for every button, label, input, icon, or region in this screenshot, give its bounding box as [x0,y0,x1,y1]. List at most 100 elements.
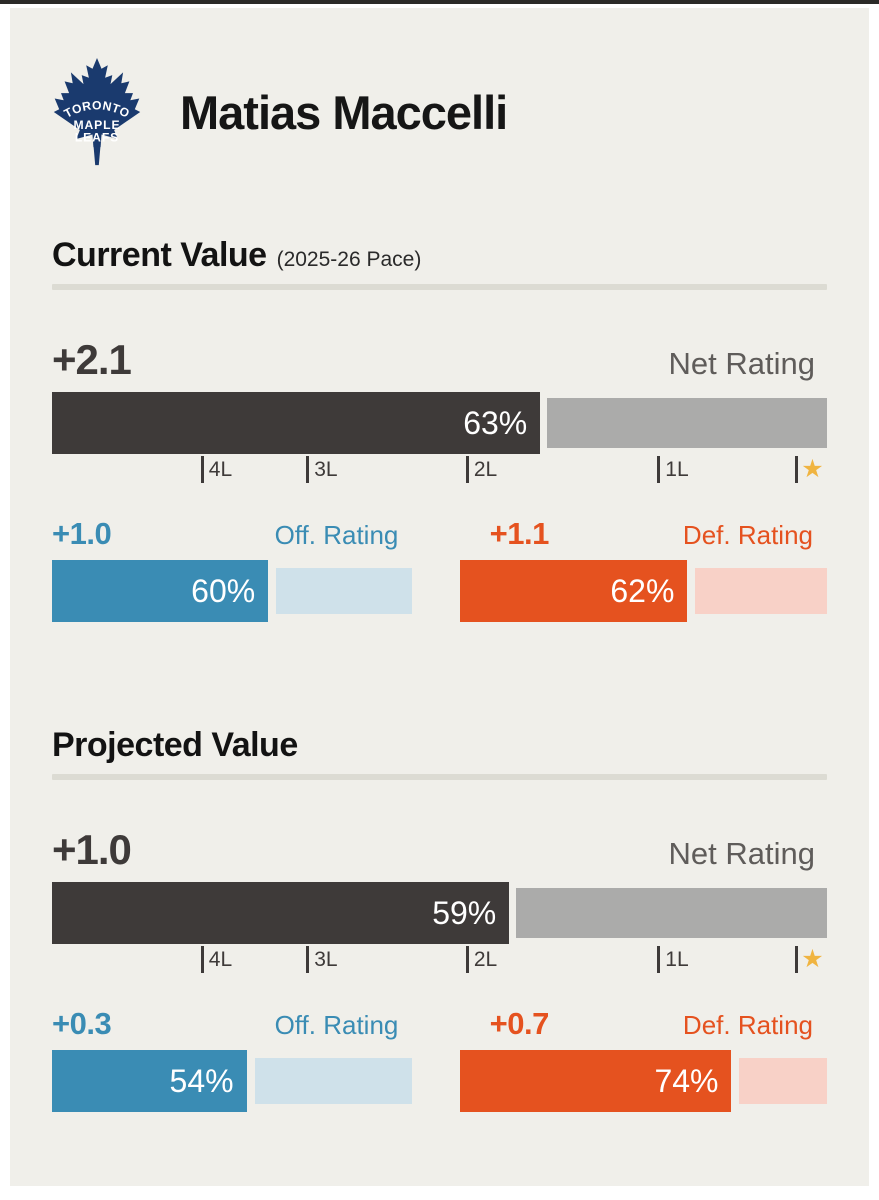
star-icon: ★ [801,455,824,483]
section-header: Projected Value [52,726,827,765]
defense-head: +0.7 Def. Rating [460,1006,827,1041]
net-rating-value: +1.0 [52,826,132,873]
player-name: Matias Maccelli [180,85,508,139]
section-title: Current Value [52,236,267,274]
logo-text-leafs: LEAFS [75,131,119,145]
offense-rating-value: +1.0 [52,516,112,551]
tick-mark [465,946,469,973]
section-title: Projected Value [52,726,298,764]
net-rating-row: +2.1 Net Rating 63% 4L 3L 2L 1L ★ [52,336,827,486]
offense-bar-remainder [254,1058,413,1104]
tick-mark [200,456,204,483]
net-rating-percentile: 63% [463,405,528,441]
axis-tick-1l: 1L [657,946,689,973]
defense-rating-label: Def. Rating [682,1010,813,1040]
offense-bar: 60% [52,560,413,622]
defense-bar-remainder [695,568,827,614]
card-header: TORONTO MAPLE LEAFS Matias Maccelli [52,54,827,170]
defense-percentile: 62% [610,573,675,609]
offense-bar: 54% [52,1050,413,1112]
defense-rating-value: +1.1 [489,516,550,551]
tick-mark [795,456,799,483]
offense-bar-fill: 54% [52,1050,247,1112]
net-rating-label: Net Rating [668,836,815,871]
percentile-axis: 4L 3L 2L 1L ★ [52,456,827,486]
axis-tick-star: ★ [795,945,824,973]
tick-label: 3L [314,458,338,481]
defense-column: +1.1 Def. Rating 62% [459,516,827,622]
section-divider [52,284,827,290]
defense-bar: 74% [459,1050,827,1112]
offense-head: +1.0 Off. Rating [52,516,412,551]
offense-bar-remainder [276,568,413,614]
offense-rating-label: Off. Rating [274,1010,399,1040]
tick-mark [657,456,661,483]
offense-rating-value: +0.3 [52,1006,112,1041]
section-divider [52,774,827,780]
axis-tick-2l: 2L [465,456,498,483]
axis-tick-4l: 4L [200,946,233,973]
net-rating-bar: 63% [52,392,827,454]
tick-mark [657,946,661,973]
off-def-row: +0.3 Off. Rating 54% +0.7 Def. Rating [52,1006,827,1112]
offense-column: +0.3 Off. Rating 54% [52,1006,413,1112]
tick-mark [200,946,204,973]
section-current-value: Current Value (2025-26 Pace) +2.1 Net Ra… [52,236,827,622]
offense-percentile: 60% [191,573,256,609]
section-projected-value: Projected Value +1.0 Net Rating 59% 4L 3… [52,726,827,1112]
maple-leafs-logo-icon: TORONTO MAPLE LEAFS [53,58,141,166]
tick-label: 2L [473,458,498,481]
tick-mark [306,456,310,483]
axis-tick-1l: 1L [657,456,689,483]
defense-bar-fill: 62% [459,560,688,622]
offense-column: +1.0 Off. Rating 60% [52,516,413,622]
section-header: Current Value (2025-26 Pace) [52,236,827,275]
net-rating-percentile: 59% [432,895,497,931]
percentile-axis: 4L 3L 2L 1L ★ [52,946,827,976]
axis-tick-star: ★ [795,455,824,483]
defense-percentile: 74% [654,1063,719,1099]
off-def-row: +1.0 Off. Rating 60% +1.1 Def. Rating [52,516,827,622]
section-subtitle: (2025-26 Pace) [276,248,422,271]
defense-rating-label: Def. Rating [682,520,813,550]
net-rating-head: +1.0 Net Rating [52,826,827,874]
axis-tick-3l: 3L [306,946,338,973]
tick-label: 3L [314,948,338,971]
offense-percentile: 54% [169,1063,234,1099]
tick-label: 1L [665,458,689,481]
tick-mark [465,456,469,483]
svg-text:TORONTO: TORONTO [62,98,132,121]
offense-head: +0.3 Off. Rating [52,1006,412,1041]
net-rating-bar-fill: 63% [52,392,541,454]
net-rating-row: +1.0 Net Rating 59% 4L 3L 2L 1L ★ [52,826,827,976]
net-rating-label: Net Rating [668,346,815,381]
defense-head: +1.1 Def. Rating [460,516,827,551]
tick-label: 1L [665,948,689,971]
tick-mark [306,946,310,973]
net-rating-bar-fill: 59% [52,882,510,944]
player-rating-card: TORONTO MAPLE LEAFS Matias Maccelli Curr… [10,8,869,1186]
net-rating-bar-remainder [547,398,827,448]
axis-tick-4l: 4L [200,456,233,483]
defense-rating-value: +0.7 [489,1006,550,1041]
logo-text-maple: MAPLE [74,118,121,132]
defense-bar: 62% [459,560,827,622]
defense-column: +0.7 Def. Rating 74% [459,1006,827,1112]
star-icon: ★ [801,945,824,973]
tick-label: 4L [208,948,233,971]
axis-tick-3l: 3L [306,456,338,483]
logo-text-toronto: TORONTO [62,98,132,121]
defense-bar-fill: 74% [459,1050,732,1112]
net-rating-head: +2.1 Net Rating [52,336,827,384]
net-rating-bar-remainder [516,888,827,938]
offense-rating-label: Off. Rating [274,520,399,550]
tick-label: 2L [473,948,498,971]
axis-tick-2l: 2L [465,946,498,973]
top-border [0,0,879,4]
net-rating-bar: 59% [52,882,827,944]
tick-mark [795,946,799,973]
tick-label: 4L [208,458,233,481]
offense-bar-fill: 60% [52,560,269,622]
defense-bar-remainder [739,1058,827,1104]
net-rating-value: +2.1 [52,336,132,383]
